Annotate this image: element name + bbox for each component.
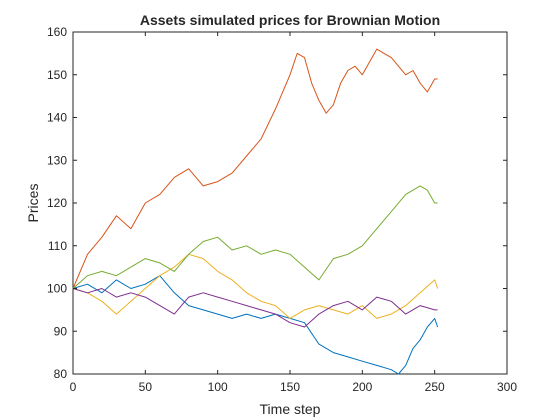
chart-title: Assets simulated prices for Brownian Mot… [140,12,440,28]
y-tick-label: 140 [47,111,67,125]
y-tick-label: 80 [54,367,68,381]
series-line-1 [72,275,439,375]
y-tick-label: 100 [47,282,67,296]
series-line-4 [72,288,438,328]
series-line-5 [72,185,438,289]
series-layer [72,48,439,375]
y-tick-label: 160 [47,25,67,39]
y-tick-label: 120 [47,196,67,210]
axes-layer: 0 50 100 150 200 250 300 80 90 100 110 120 130 140 150… [47,25,517,394]
series-line-2 [72,48,438,289]
y-tick-label: 130 [47,153,67,167]
y-tick-label: 90 [54,324,68,338]
y-axis-label: Prices [25,184,41,223]
x-tick-label: 200 [352,380,372,394]
x-tick-label: 250 [425,380,445,394]
y-tick-label: 110 [48,239,67,253]
x-tick-label: 50 [139,380,153,394]
x-tick-label: 0 [70,380,77,394]
x-tick-label: 300 [497,380,517,394]
y-tick-label: 150 [47,68,67,82]
x-axis-label: Time step [260,401,321,417]
x-tick-label: 100 [208,380,228,394]
x-tick-label: 150 [280,380,300,394]
series-line-3 [72,253,439,319]
